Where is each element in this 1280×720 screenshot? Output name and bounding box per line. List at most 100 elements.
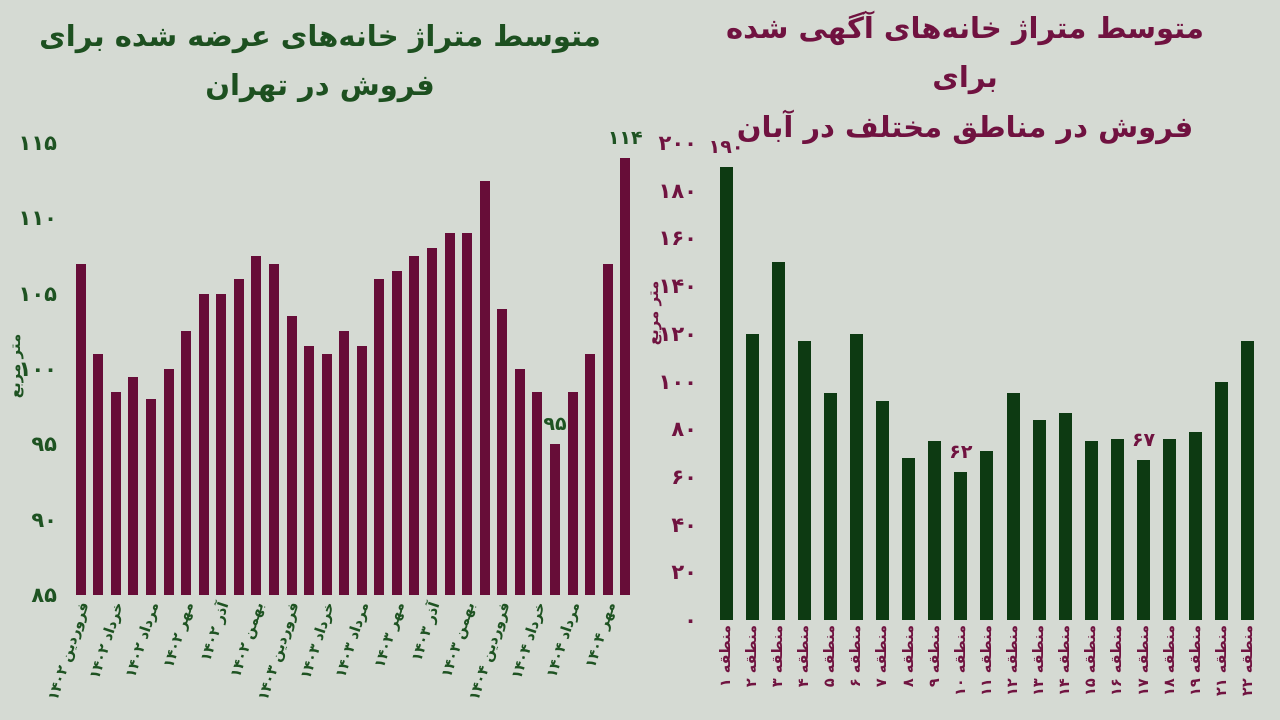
bar-slot [581,143,599,595]
bar-value-label: ۹۵ [543,413,567,436]
chart-title-line1: متوسط متراژ خانه‌های عرضه شده برای [39,19,601,53]
chart-title-line2: فروش در مناطق مختلف در آبان [736,109,1194,144]
bar [1110,438,1124,620]
bar-slot: ۶۲ منطقه ۱۰ [949,441,973,697]
bar-slot: مرداد ۱۴۰۳ [334,143,373,680]
bar [198,293,209,595]
bar-slot: منطقه ۱۳ [1026,143,1052,696]
bar [93,353,104,595]
bar [876,400,890,620]
y-tick-label: ۶۰ [671,464,697,489]
bar-slot: آذر ۱۴۰۲ [198,143,232,663]
bar-slot [511,143,529,595]
bar-value-label: ۱۹۰ [708,135,744,158]
bar-slot [230,143,248,595]
bar-value-label: ۱۱۴ [607,127,643,150]
bar [497,308,508,595]
bar [286,316,297,595]
bar [321,353,332,595]
y-tick-label: ۱۴۰ [658,274,697,299]
bar [1137,460,1151,620]
bar-slot: ۱۹۰ منطقه ۱ [708,135,744,688]
bar [1241,340,1255,620]
bar [268,263,279,595]
bar [427,248,438,595]
bar [1032,419,1046,620]
bar [1084,441,1098,620]
bar-slot: منطقه ۳ [765,143,791,687]
y-tick-label: ۱۶۰ [658,226,697,251]
bar [181,331,192,595]
bar-slot: منطقه ۵ [817,143,843,687]
y-tick-label: ۱۱۵ [18,131,57,155]
bar [585,353,596,595]
bar-slot [195,143,213,595]
bar [771,262,785,620]
bar-slot: منطقه ۱۲ [1000,143,1026,696]
bar-slot: منطقه ۲۱ [1209,143,1235,696]
bar [514,369,525,595]
bar-slot: منطقه ۷ [870,143,896,687]
bar [532,391,543,595]
y-tick-label: ۸۵ [31,583,57,607]
bar-slot [441,143,459,595]
bar [163,369,174,595]
chart-title: متوسط متراژ خانه‌های آگهی شده برای فروش … [700,4,1230,152]
bar-value-label: ۶۲ [949,441,973,464]
bar [251,256,262,595]
bar-slot: منطقه ۹ [922,143,948,687]
bar-slot: منطقه ۱۴ [1052,143,1078,696]
bar-slot: خرداد ۱۴۰۲ [87,143,127,681]
y-tick-label: ۱۲۰ [658,321,697,346]
bar-slot: منطقه ۱۶ [1104,143,1130,696]
bar [462,233,473,595]
bar [602,263,613,595]
bar-slot: مهر ۱۴۰۳ [372,143,408,670]
bar [719,166,733,620]
bar-slot: منطقه ۱۹ [1183,143,1209,696]
bar-slot: فروردین ۱۴۰۲ [45,143,92,703]
y-tick-label: ۴۰ [671,512,697,537]
y-tick-label: ۲۰۰ [658,131,697,155]
bar [479,180,490,595]
bar [233,278,244,595]
bar-value-label: ۶۷ [1131,429,1156,452]
bar-slot: ۱۱۴ [608,127,643,595]
y-tick-label: ۱۰۵ [18,281,57,306]
bar [444,233,455,595]
bar-slot: مرداد ۱۴۰۲ [123,143,162,680]
bar [128,376,139,595]
y-axis-label: متر مربع [644,280,663,346]
bar-slot [125,143,143,595]
bar [374,278,385,595]
bar [823,393,837,620]
bar-slot: مهر ۱۴۰۴ [583,143,619,670]
bar-slot [406,143,424,595]
bar-slot: بهمن ۱۴۰۲ [228,143,268,680]
bar [980,450,994,620]
bar [567,391,578,595]
y-tick-label: ۹۵ [31,432,57,457]
bar-slot [90,143,108,595]
bar-slot: منطقه ۱۸ [1157,143,1183,696]
bar [391,271,402,595]
bar [216,293,227,595]
bar-slot: بهمن ۱۴۰۳ [439,143,478,680]
bar [1163,438,1177,620]
bar-slot: منطقه ۶ [843,143,869,687]
plot-area: فروردین ۱۴۰۲ خرداد ۱۴۰۲ مرداد ۱۴۰۲ مهر ۱۴۰۲… [45,127,643,703]
bar [1215,381,1229,620]
bar-slot: منطقه ۱۱ [974,143,1000,696]
y-axis-label: متر مربع [6,333,25,399]
bar [1006,393,1020,620]
y-tick-label: ۱۰۰ [658,369,697,394]
bar-slot: خرداد ۱۴۰۳ [298,143,338,681]
bar [797,340,811,620]
bar-slot: فروردین ۱۴۰۳ [256,143,303,703]
bar [620,158,631,595]
bar-slot [371,143,389,595]
bar-slot: خرداد ۱۴۰۴ [509,143,549,681]
